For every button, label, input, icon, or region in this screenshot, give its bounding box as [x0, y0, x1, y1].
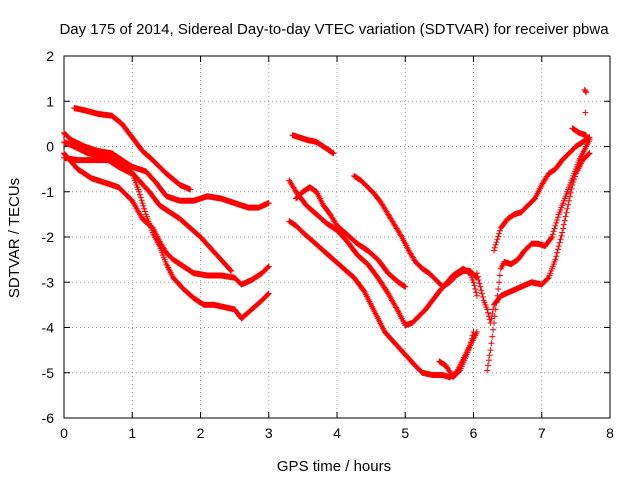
series-track-h [351, 172, 480, 290]
x-tick-label: 2 [197, 425, 205, 441]
series-track-k [484, 136, 593, 374]
point-markers [293, 184, 409, 290]
point-markers [436, 329, 477, 381]
grid-lines [64, 56, 610, 418]
x-tick-label: 4 [333, 425, 341, 441]
x-tick-label: 5 [401, 425, 409, 441]
series-track-m [569, 86, 590, 139]
series-track-g [293, 184, 409, 290]
point-markers [491, 134, 593, 254]
series-track-upper-left [71, 105, 194, 193]
series-track-j [473, 150, 593, 326]
x-tick-label: 1 [128, 425, 136, 441]
y-tick-label: -1 [42, 184, 55, 200]
y-tick-label: -5 [42, 365, 55, 381]
series-track-i [436, 329, 477, 381]
x-tick-label: 8 [606, 425, 614, 441]
series-track-a [61, 129, 272, 211]
point-markers [484, 136, 593, 374]
y-tick-label: -3 [42, 274, 55, 290]
point-markers [71, 105, 194, 193]
point-markers [61, 129, 272, 211]
series-track-e [286, 177, 480, 329]
series-track-f [286, 218, 480, 381]
y-tick-label: -4 [42, 320, 55, 336]
y-tick-label: -6 [42, 410, 55, 426]
x-tick-label: 0 [60, 425, 68, 441]
chart-title: Day 175 of 2014, Sidereal Day-to-day VTE… [59, 21, 609, 38]
x-tick-label: 3 [265, 425, 273, 441]
series-track-l [491, 134, 593, 254]
x-axis-label: GPS time / hours [277, 458, 391, 475]
y-axis-label: SDTVAR / TECUs [6, 178, 23, 298]
series-track-c [61, 150, 272, 288]
data-points [61, 86, 593, 381]
axis-ticks: 0 1 2 3 4 5 6 7 8 -6 -5 -4 -3 -2 -1 0 1 2 [42, 48, 615, 441]
point-markers [61, 154, 272, 322]
x-tick-label: 6 [470, 425, 478, 441]
point-markers [569, 86, 590, 139]
x-tick-label: 7 [538, 425, 546, 441]
point-markers [61, 150, 272, 288]
y-tick-label: 0 [46, 139, 54, 155]
series-track-d [61, 154, 272, 322]
point-markers [286, 177, 480, 329]
y-tick-label: -2 [42, 229, 55, 245]
y-tick-label: 2 [46, 48, 54, 64]
series-track-mid-top [289, 132, 337, 157]
point-markers [286, 218, 480, 381]
point-markers [289, 132, 337, 157]
point-markers [473, 150, 593, 326]
point-markers [351, 172, 480, 290]
y-tick-label: 1 [46, 93, 54, 109]
